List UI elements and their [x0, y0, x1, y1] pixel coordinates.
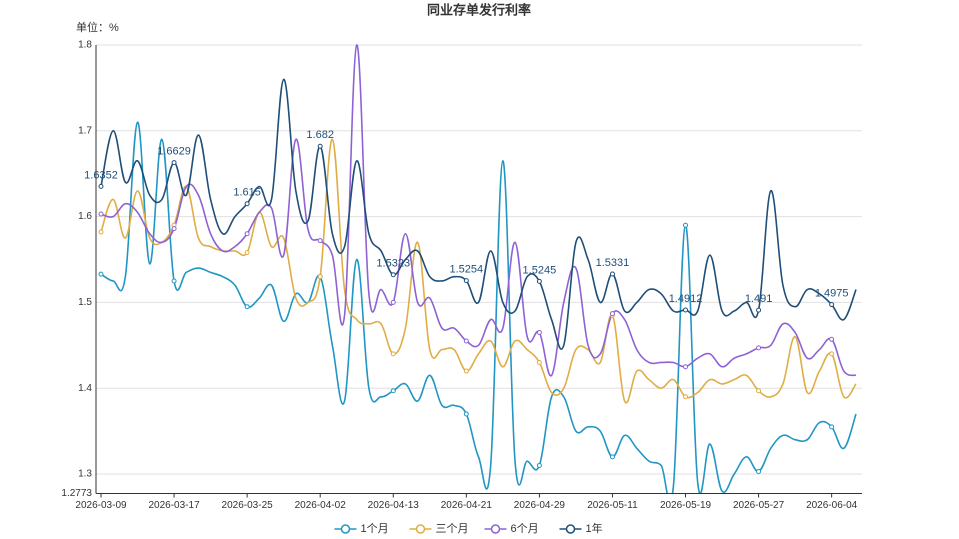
grid [96, 44, 862, 494]
point-marker [609, 454, 615, 460]
axes: 1.2773 1.3 1.4 1.5 1.6 1.7 1.8 2026-03-09 2026-0… [61, 40, 862, 511]
x-tick-label: 2026-04-13 [368, 500, 420, 511]
point-marker [463, 411, 469, 417]
chart-title: 同业存单发行利率 [427, 2, 531, 17]
series-line [100, 138, 857, 404]
y-tick-label: 1.4 [78, 383, 92, 394]
point-marker [683, 307, 689, 313]
legend-label: 6个月 [511, 522, 539, 535]
point-marker [390, 388, 396, 394]
point-marker [756, 388, 762, 394]
data-label: 1.4975 [815, 287, 849, 299]
point-marker [756, 468, 762, 474]
point-marker [683, 364, 689, 370]
point-marker [683, 222, 689, 228]
point-marker [609, 271, 615, 277]
data-label: 1.5323 [376, 258, 410, 270]
legend-label: 1个月 [361, 522, 389, 535]
point-marker [390, 272, 396, 278]
data-label: 1.6629 [157, 146, 191, 158]
data-label: 1.5245 [523, 264, 557, 276]
point-marker [244, 201, 250, 207]
point-marker [829, 302, 835, 308]
point-marker [463, 338, 469, 344]
data-label: 1.4912 [669, 293, 703, 305]
point-marker [171, 226, 177, 232]
point-marker [317, 238, 323, 244]
point-marker [244, 250, 250, 256]
point-marker [756, 345, 762, 351]
point-marker [244, 304, 250, 310]
point-marker [829, 424, 835, 430]
point-marker [829, 336, 835, 342]
x-tick-label: 2026-04-29 [514, 500, 566, 511]
point-marker [244, 231, 250, 237]
y-tick-label: 1.2773 [61, 488, 92, 499]
point-marker [317, 274, 323, 280]
data-label: 1.615 [233, 187, 261, 199]
point-marker [98, 271, 104, 277]
y-tick-label: 1.3 [78, 469, 92, 480]
legend-icon-dot [415, 524, 426, 534]
series-line [100, 44, 857, 377]
point-marker [98, 211, 104, 217]
markers: 1.6352 1.6629 1.615 1.682 1.5323 1.5254 1.5245… [84, 129, 849, 474]
point-marker [683, 394, 689, 400]
y-tick-label: 1.7 [78, 125, 92, 136]
point-marker [536, 329, 542, 335]
point-marker [98, 183, 104, 189]
legend-icon-dot [340, 524, 351, 534]
x-tick-label: 2026-03-17 [148, 500, 200, 511]
legend: 1个月 三个月 6个月 1年 [334, 521, 603, 535]
point-marker [756, 307, 762, 313]
data-label: 1.6352 [84, 169, 118, 181]
x-tick-label: 2026-05-27 [733, 500, 785, 511]
x-tick-label: 2026-05-11 [587, 500, 638, 511]
point-marker [390, 351, 396, 357]
legend-icon-dot [490, 524, 501, 534]
series-line [100, 78, 857, 350]
data-label: 1.5254 [449, 264, 483, 276]
x-tick-label: 2026-06-04 [806, 500, 858, 511]
y-tick-label: 1.6 [78, 211, 92, 222]
point-marker [463, 368, 469, 374]
legend-label: 三个月 [436, 522, 469, 535]
y-tick-label: 1.8 [78, 40, 92, 51]
legend-icon-dot [565, 524, 576, 534]
point-marker [536, 462, 542, 468]
x-tick-label: 2026-05-19 [660, 500, 712, 511]
point-marker [98, 229, 104, 235]
x-tick-label: 2026-04-21 [441, 500, 493, 511]
point-marker [609, 311, 615, 317]
series-line [100, 121, 857, 494]
point-marker [536, 278, 542, 284]
point-marker [536, 359, 542, 365]
point-marker [171, 160, 177, 166]
data-label: 1.682 [306, 129, 334, 141]
point-marker [829, 351, 835, 357]
legend-label: 1年 [586, 521, 603, 535]
y-tick-label: 1.5 [78, 297, 92, 308]
lines [100, 44, 857, 494]
x-tick-label: 2026-03-25 [222, 500, 274, 511]
point-marker [463, 278, 469, 284]
x-tick-label: 2026-04-02 [295, 500, 347, 511]
point-marker [390, 299, 396, 305]
data-label: 1.5331 [596, 257, 630, 269]
point-marker [171, 278, 177, 284]
point-marker [317, 143, 323, 149]
data-label: 1.491 [745, 293, 773, 305]
y-axis-label: 单位：% [76, 20, 119, 34]
x-tick-label: 2026-03-09 [75, 500, 127, 511]
